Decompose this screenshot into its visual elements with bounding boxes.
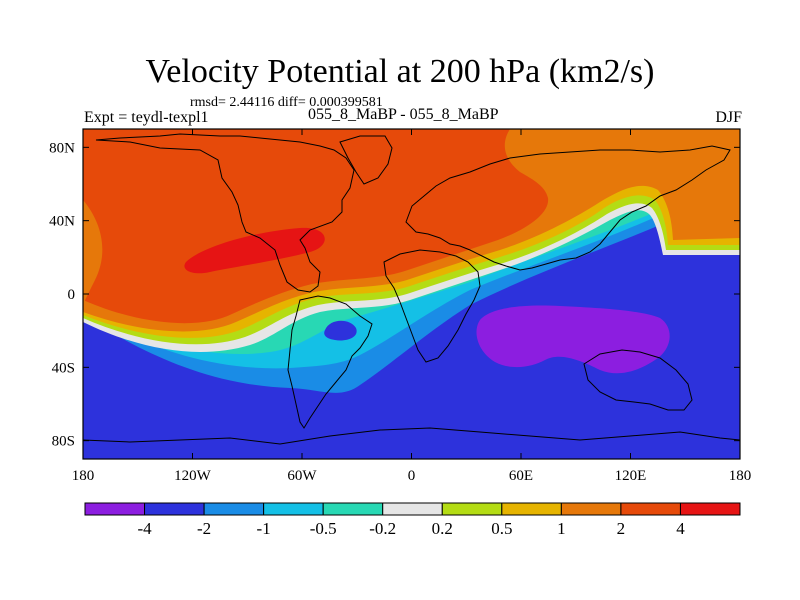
coast-eurasia [405,145,731,271]
y-tick-label: 0 [68,287,76,303]
x-tick-label: 120W [174,468,212,484]
x-tick-label: 60W [287,468,317,484]
small-low-south-america [324,320,357,341]
x-tick-label: 120E [615,468,647,484]
x-tick-label: 0 [408,468,416,484]
coast-north-america [95,133,355,293]
y-tick-label: 40S [52,360,75,376]
chart-title: Velocity Potential at 200 hPa (km2/s) [145,53,655,90]
coast-south-america [287,295,373,429]
stats-label: rmsd= 2.44116 diff= 0.000399581 [190,95,383,110]
band-2-to-4-edges [83,200,103,305]
coast-greenland [339,135,393,185]
season-label: DJF [715,109,742,126]
colorbar-label: 1 [557,519,566,538]
colorbar-swatch [322,502,384,516]
coast-antarctica [83,427,740,445]
band-below-neg-4 [476,305,670,374]
colorbar-swatch [263,502,324,516]
colorbar-swatch [620,502,681,516]
experiment-label: Expt = teydl-texpl1 [84,109,209,126]
y-tick-label: 80S [52,434,75,450]
colorbar-label: 0.2 [432,519,453,538]
colorbar-label: 2 [617,519,626,538]
coast-australia [583,349,693,411]
colorbar-swatch [441,502,503,516]
colorbar-swatch [84,502,146,516]
x-tick-label: 60E [509,468,533,484]
x-tick-label: 180 [72,468,95,484]
case-label: 055_8_MaBP - 055_8_MaBP [308,106,499,123]
coast-africa [383,249,481,363]
colorbar-swatch [144,502,205,516]
y-tick-label: 40N [49,214,75,230]
band-2-to-4 [83,129,549,324]
colorbar-label: -1 [257,519,271,538]
colorbar-label: -0.5 [310,519,337,538]
colorbar-swatch [203,502,265,516]
colorbar-label: 0.5 [491,519,512,538]
colorbar-swatch [382,502,443,516]
x-tick-label: 180 [729,468,752,484]
colorbar-label: -0.2 [369,519,396,538]
colorbar-label: -2 [197,519,211,538]
colorbar-swatch [679,502,741,516]
colorbar-label: 4 [676,519,685,538]
band-above-4 [184,227,325,274]
y-tick-label: 80N [49,140,75,156]
colorbar-swatch [560,502,622,516]
colorbar-swatch [501,502,562,516]
colorbar-label: -4 [137,519,152,538]
